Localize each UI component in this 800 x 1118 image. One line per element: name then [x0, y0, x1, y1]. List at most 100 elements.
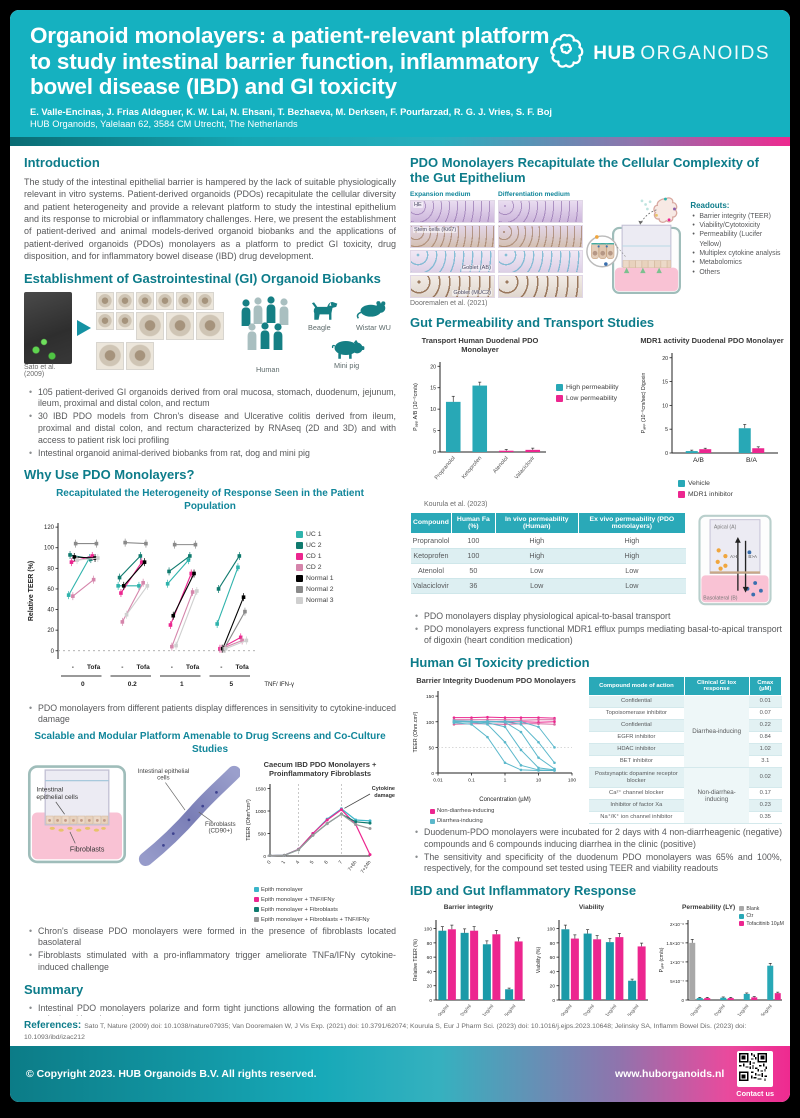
- legend-item: Blank: [739, 906, 784, 912]
- toxicity-chart-title: Barrier Integrity Duodenum PDO Monolayer…: [416, 676, 576, 685]
- rat-icon: [356, 300, 386, 319]
- ibd-barrier-block: Barrier integrity 0 20 40 60 80 100 0ng/ml 0.2n…: [410, 904, 527, 1016]
- table-row: Confidential 0.22: [588, 719, 782, 733]
- svg-text:20: 20: [427, 983, 433, 989]
- svg-text:150: 150: [426, 694, 434, 700]
- svg-text:10: 10: [430, 407, 436, 413]
- svg-text:60: 60: [550, 955, 556, 961]
- svg-text:20: 20: [47, 628, 54, 634]
- expansion-medium-column: Expansion medium HE Stem cells (Ki67) Go…: [410, 190, 495, 307]
- expansion-medium-label: Expansion medium: [410, 190, 471, 198]
- table-header: Compound: [410, 511, 452, 534]
- legend-item: Ctr: [739, 913, 784, 919]
- legend-item: CD 1: [296, 552, 334, 560]
- table-row: Na⁺/K⁺ ion channel inhibitor 0.35: [588, 811, 782, 825]
- ibd-charts: Barrier integrity 0 20 40 60 80 100 0ng/ml 0.2n…: [410, 904, 784, 1016]
- svg-text:7: 7: [338, 859, 345, 865]
- ibd-viability-title: Viability: [578, 903, 605, 911]
- table-row: Postsynaptic dopamine receptor blocker No…: [588, 767, 782, 824]
- svg-text:20: 20: [662, 355, 668, 361]
- svg-text:1000: 1000: [255, 809, 266, 815]
- references-label: References:: [24, 1020, 82, 1032]
- svg-text:40: 40: [550, 969, 556, 975]
- differentiation-medium-label: Differentiation medium: [498, 190, 570, 198]
- table-row: BET inhibitor 3.1: [588, 755, 782, 769]
- introduction-text: The study of the intestinal epithelial b…: [24, 176, 396, 262]
- toxicity-table: Compound mode of action Clinical GI tox r…: [588, 676, 783, 825]
- svg-text:0ng/ml: 0ng/ml: [689, 1003, 703, 1016]
- permeability-bullets: PDO monolayers display physiological api…: [410, 611, 782, 647]
- bullet-item: Chron's disease PDO monolayers were form…: [29, 926, 396, 949]
- section-biobanks: Establishment of Gastrointestinal (GI) O…: [24, 270, 381, 286]
- svg-text:0.2ng/ml: 0.2ng/ml: [710, 1003, 726, 1016]
- header: Organoid monolayers: a patient-relevant …: [10, 10, 790, 137]
- svg-text:0: 0: [266, 859, 273, 865]
- svg-text:0: 0: [431, 771, 434, 777]
- apical-label: Apical (A): [714, 524, 737, 530]
- svg-text:10: 10: [662, 403, 668, 409]
- ibd-viability-block: Viability 0 20 40 60 80 100 0ng/ml 0.2ng/ml 1ng/…: [533, 904, 650, 1016]
- organoid-logo-icon: [548, 32, 586, 75]
- svg-text:Pₐₚₚ A/B (10⁻⁶cm/s): Pₐₚₚ A/B (10⁻⁶cm/s): [413, 383, 419, 431]
- svg-text:Pₐₚₚ (10⁻⁶cm/sec) Digoxin: Pₐₚₚ (10⁻⁶cm/sec) Digoxin: [641, 372, 647, 433]
- legend-item: Tofacitinib 10µM: [739, 921, 784, 927]
- svg-text:(CD90+): (CD90+): [208, 827, 232, 834]
- goblet-ab-image: Goblet (AB): [410, 249, 495, 273]
- svg-text:Viability (%): Viability (%): [536, 946, 542, 973]
- svg-text:damage: damage: [374, 793, 395, 799]
- svg-text:0: 0: [263, 854, 266, 860]
- svg-text:20: 20: [550, 983, 556, 989]
- svg-text:TEER (Ohm*cm²): TEER (Ohm*cm²): [246, 799, 252, 841]
- caecum-legend: Epith monolayer Epith monolayer + TNF/IFN…: [254, 887, 396, 923]
- svg-text:5ng/ml: 5ng/ml: [760, 1003, 774, 1016]
- readouts-panel: Readouts: Barrier integrity (TEER)Viabil…: [690, 191, 782, 307]
- svg-text:50: 50: [429, 745, 435, 751]
- histology-label-epithelial: Intestinal epithelial: [138, 767, 190, 774]
- left-column: Introduction The study of the intestinal…: [24, 152, 396, 1016]
- bullet-item: Intestinal organoid animal-derived bioba…: [29, 448, 396, 460]
- goblet-muc2-image: Goblet (MUC2): [410, 274, 495, 298]
- svg-text:7+24h: 7+24h: [360, 859, 373, 874]
- svg-text:Relative TEER (%): Relative TEER (%): [28, 561, 35, 621]
- svg-text:A/B: A/B: [693, 457, 704, 464]
- ibd-permeability-title: Permeability (LY): [682, 903, 736, 911]
- ibd-permeability-block: Permeability (LY) Blank Ctr Tofacitinib 10…: [656, 904, 784, 1016]
- section-toxicity: Human GI Toxicity prediction: [410, 655, 590, 671]
- svg-text:Relative TEER (%): Relative TEER (%): [413, 939, 419, 981]
- arrow-right-icon: [77, 319, 91, 336]
- bullet-item: PDO monolayers display physiological api…: [415, 611, 782, 623]
- dog-icon: [311, 301, 338, 320]
- caecum-chart-block: Caecum IBD PDO Monolayers + Proinflammat…: [244, 760, 396, 923]
- hub-logo: HUB ORGANOIDS: [548, 32, 770, 75]
- svg-text:15: 15: [430, 385, 436, 391]
- mdr1-legend: Vehicle MDR1 inhibitor: [678, 479, 786, 498]
- section-permeability: Gut Permeability and Transport Studies: [410, 314, 655, 330]
- svg-text:5×10⁻⁷: 5×10⁻⁷: [670, 979, 684, 984]
- summary-bullets: Intestinal PDO monolayers polarize and f…: [24, 1003, 396, 1017]
- svg-text:5ng/ml: 5ng/ml: [627, 1003, 641, 1016]
- qr-code-icon: [737, 1050, 774, 1087]
- svg-text:Concentration (µM): Concentration (µM): [479, 797, 530, 803]
- bullet-item: PDO monolayers from different patients d…: [29, 703, 396, 726]
- bullet-item: Metabolomics: [692, 258, 782, 268]
- svg-text:5: 5: [665, 427, 668, 433]
- crypt-microscopy-image: [24, 291, 72, 364]
- svg-text:0ng/ml: 0ng/ml: [560, 1003, 574, 1016]
- svg-text:80: 80: [427, 941, 433, 947]
- svg-text:0: 0: [81, 681, 85, 688]
- table-header: Cmax (µM): [748, 676, 783, 696]
- permeability-charts: Transport Human Duodenal PDO Monolayer 0…: [410, 336, 784, 508]
- qr-block: Contact us: [736, 1050, 774, 1098]
- table-row: Atenolol 50 Low Low: [410, 563, 686, 579]
- readouts-label: Readouts:: [690, 200, 730, 210]
- svg-text:100: 100: [568, 778, 576, 784]
- svg-text:60: 60: [427, 955, 433, 961]
- toxicity-row: Barrier Integrity Duodenum PDO Monolayer…: [410, 676, 783, 825]
- permeability-table-row: Compound Human Fa (%) In vivo permeability…: [410, 511, 782, 608]
- table-header: Clinical GI tox response: [683, 676, 750, 696]
- bullet-item: Barrier integrity (TEER): [692, 212, 782, 222]
- svg-text:Tofa: Tofa: [137, 664, 151, 671]
- affiliation: HUB Organoids, Yalelaan 62, 3584 CM Utre…: [30, 118, 298, 129]
- svg-text:Tofa: Tofa: [87, 664, 101, 671]
- transport-transwell-diagram: Apical (A) Basolateral (B) A>B B>A: [698, 514, 772, 605]
